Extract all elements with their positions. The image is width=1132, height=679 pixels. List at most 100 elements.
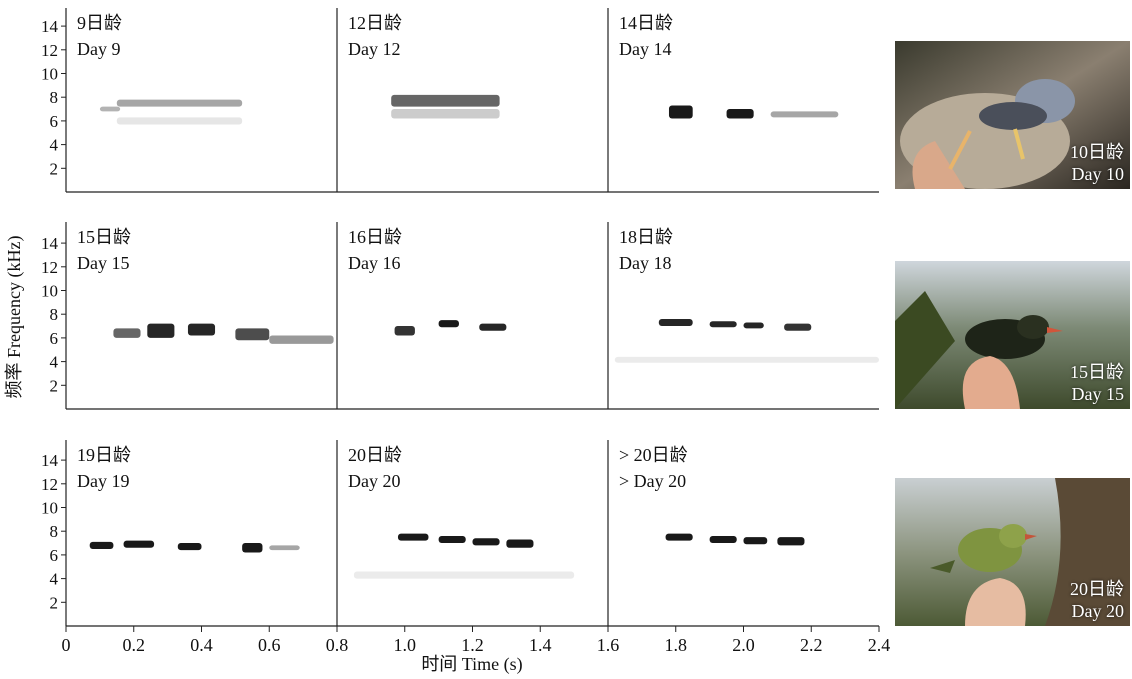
x-tick-label: 0: [62, 635, 71, 655]
y-tick-label: 14: [41, 234, 59, 253]
x-tick-label: 2.4: [868, 635, 891, 655]
syllable-mark: [269, 545, 299, 550]
x-tick-label: 1.8: [665, 635, 688, 655]
syllable-mark: [242, 543, 262, 552]
panel-label-en: Day 12: [348, 39, 401, 59]
y-tick-label: 10: [41, 282, 58, 301]
panel-label-cn: 15日龄: [77, 227, 131, 247]
photo-nestling-day10: 10日龄 Day 10: [895, 41, 1130, 189]
spectrogram-row: 2 4 6 8 10 12 14 15日龄 Day 15 16日龄 Day 16 18日龄 Day 18: [41, 222, 879, 409]
syllable-mark: [391, 95, 499, 107]
y-tick-label: 4: [50, 136, 59, 155]
x-tick-label: 1.4: [529, 635, 552, 655]
y-tick-label: 4: [50, 570, 59, 589]
panel-label-en: Day 14: [619, 39, 672, 59]
y-tick-label: 6: [50, 329, 59, 348]
spectrogram-panel: 14日龄 Day 14: [619, 13, 838, 119]
spectrogram-panel: 12日龄 Day 12: [348, 13, 500, 119]
syllable-mark: [117, 117, 242, 124]
x-tick-label: 1.2: [461, 635, 484, 655]
photo-label-cn: 20日龄: [1070, 578, 1124, 600]
panel-label-cn: 12日龄: [348, 13, 402, 33]
syllable-mark: [391, 109, 499, 118]
spectrogram-panel: 16日龄 Day 16: [348, 227, 506, 336]
syllable-mark: [188, 324, 215, 336]
panel-label-en: Day 16: [348, 253, 401, 273]
x-tick-label: 1.0: [394, 635, 417, 655]
y-tick-label: 2: [50, 593, 59, 612]
photo-label-cn: 15日龄: [1070, 361, 1124, 383]
panel-label-en: Day 19: [77, 471, 130, 491]
syllable-mark: [100, 107, 120, 112]
syllable-mark: [235, 328, 269, 340]
photo-label-en: Day 20: [1070, 600, 1124, 622]
syllable-mark: [178, 543, 202, 550]
syllable-mark: [710, 536, 737, 543]
y-tick-label: 8: [50, 305, 59, 324]
syllable-mark: [269, 336, 333, 344]
panel-label-en: Day 18: [619, 253, 672, 273]
photo-label-day15: 15日龄 Day 15: [1070, 361, 1124, 405]
syllable-mark: [771, 111, 839, 117]
photo-label-en: Day 10: [1070, 163, 1124, 185]
y-tick-label: 14: [41, 17, 59, 36]
y-tick-label: 14: [41, 451, 59, 470]
spectrogram-panel: 15日龄 Day 15: [77, 227, 334, 344]
spectrogram-panel: 9日龄 Day 9: [77, 13, 242, 124]
x-tick-label: 0.8: [326, 635, 349, 655]
spectrogram-row: 2 4 6 8 10 12 14 19日龄 Day 19 20日龄 Day 20 > 20日龄 > Da…: [41, 440, 879, 626]
panel-label-en: Day 9: [77, 39, 121, 59]
syllable-mark: [395, 326, 415, 335]
y-tick-label: 2: [50, 159, 59, 178]
syllable-mark: [439, 320, 459, 327]
syllable-mark: [744, 322, 764, 328]
x-axis-label: 时间 Time (s): [421, 654, 522, 675]
photo-label-cn: 10日龄: [1070, 141, 1124, 163]
y-tick-label: 10: [41, 65, 58, 84]
spectrogram-panel: 20日龄 Day 20: [348, 445, 574, 579]
syllable-mark: [147, 324, 174, 338]
photo-label-day20: 20日龄 Day 20: [1070, 578, 1124, 622]
syllable-mark: [659, 319, 693, 326]
panel-label-cn: 9日龄: [77, 13, 122, 33]
syllable-mark: [727, 109, 754, 118]
spectrogram-panel: 19日龄 Day 19: [77, 445, 300, 553]
y-tick-label: 8: [50, 88, 59, 107]
syllable-mark: [354, 571, 574, 578]
y-tick-label: 2: [50, 376, 59, 395]
syllable-mark: [710, 321, 737, 327]
y-tick-label: 6: [50, 546, 59, 565]
photo-label-day10: 10日龄 Day 10: [1070, 141, 1124, 185]
panel-label-en: Day 15: [77, 253, 130, 273]
y-tick-label: 12: [41, 258, 58, 277]
y-tick-label: 4: [50, 353, 59, 372]
photo-fledgling-day15: 15日龄 Day 15: [895, 261, 1130, 409]
y-tick-label: 12: [41, 475, 58, 494]
x-tick-label: 0.6: [258, 635, 281, 655]
panel-label-cn: 18日龄: [619, 227, 673, 247]
x-tick-label: 1.6: [597, 635, 620, 655]
x-tick-label: 0.2: [123, 635, 146, 655]
x-tick-label: 0.4: [190, 635, 213, 655]
y-tick-label: 8: [50, 522, 59, 541]
panel-label-cn: 20日龄: [348, 445, 402, 465]
x-tick-label: 2.0: [732, 635, 755, 655]
photo-label-en: Day 15: [1070, 383, 1124, 405]
syllable-mark: [113, 328, 140, 337]
spectrogram-panel: 18日龄 Day 18: [615, 227, 879, 363]
syllable-mark: [744, 537, 768, 544]
y-tick-label: 12: [41, 41, 58, 60]
y-tick-label: 10: [41, 499, 58, 518]
panel-label-cn: > 20日龄: [619, 445, 688, 465]
panel-label-cn: 16日龄: [348, 227, 402, 247]
photo-juvenile-day20: 20日龄 Day 20: [895, 478, 1130, 626]
panel-label-cn: 19日龄: [77, 445, 131, 465]
panel-label-en: Day 20: [348, 471, 401, 491]
syllable-mark: [439, 536, 466, 543]
syllable-mark: [506, 539, 533, 547]
panel-label-cn: 14日龄: [619, 13, 673, 33]
syllable-mark: [615, 357, 879, 363]
syllable-mark: [479, 324, 506, 331]
syllable-mark: [669, 105, 693, 118]
syllable-mark: [777, 537, 804, 545]
